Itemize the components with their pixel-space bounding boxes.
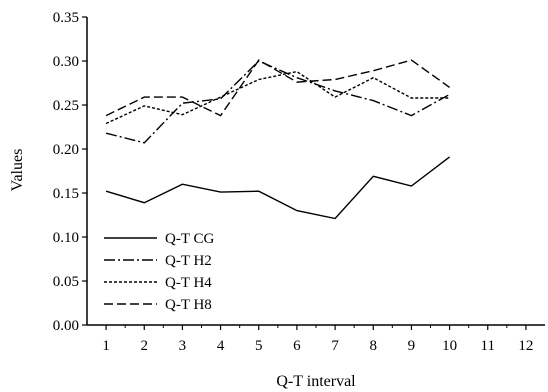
series-lines bbox=[105, 59, 451, 220]
y-tick-label: 0.35 bbox=[53, 10, 79, 26]
y-axis-label: Values bbox=[9, 149, 26, 192]
y-tick-label: 0.05 bbox=[53, 274, 79, 290]
x-tick-label: 6 bbox=[293, 338, 301, 354]
axes bbox=[86, 17, 545, 326]
axis-ticks: 0.000.050.100.150.200.250.300.351 2 3 4 5 6 7 8… bbox=[53, 10, 534, 354]
x-tick-label: 5 bbox=[255, 338, 263, 354]
legend: Q-T CG Q-T H2 Q-T H4 Q-T H8 bbox=[104, 231, 214, 313]
x-tick-label: 12 bbox=[518, 338, 533, 354]
x-tick-label: 11 bbox=[481, 338, 495, 354]
x-tick-label: 3 bbox=[179, 338, 187, 354]
legend-label: Q-T H2 bbox=[165, 253, 212, 269]
x-tick-label: 2 bbox=[141, 338, 149, 354]
y-tick-label: 0.10 bbox=[53, 230, 79, 246]
y-tick-label: 0.25 bbox=[53, 98, 79, 114]
x-tick-label: 10 bbox=[442, 338, 457, 354]
x-axis-label: Q-T interval bbox=[276, 373, 356, 390]
x-tick-label: 9 bbox=[408, 338, 416, 354]
series-line-q-t-h8 bbox=[105, 59, 451, 117]
x-tick-label: 4 bbox=[217, 338, 225, 354]
series-line-q-t-h4 bbox=[105, 70, 450, 125]
y-tick-label: 0.00 bbox=[53, 318, 79, 334]
y-tick-label: 0.30 bbox=[53, 54, 79, 70]
legend-label: Q-T CG bbox=[165, 231, 214, 247]
x-tick-label: 8 bbox=[370, 338, 378, 354]
y-tick-label: 0.15 bbox=[53, 186, 79, 202]
y-tick-label: 0.20 bbox=[53, 142, 79, 158]
legend-label: Q-T H4 bbox=[165, 275, 212, 291]
legend-label: Q-T H8 bbox=[165, 297, 212, 313]
x-tick-label: 7 bbox=[331, 338, 339, 354]
series-line-q-t-h2 bbox=[105, 60, 450, 144]
x-tick-label: 1 bbox=[102, 338, 110, 354]
series-line-q-t-cg bbox=[105, 156, 451, 220]
